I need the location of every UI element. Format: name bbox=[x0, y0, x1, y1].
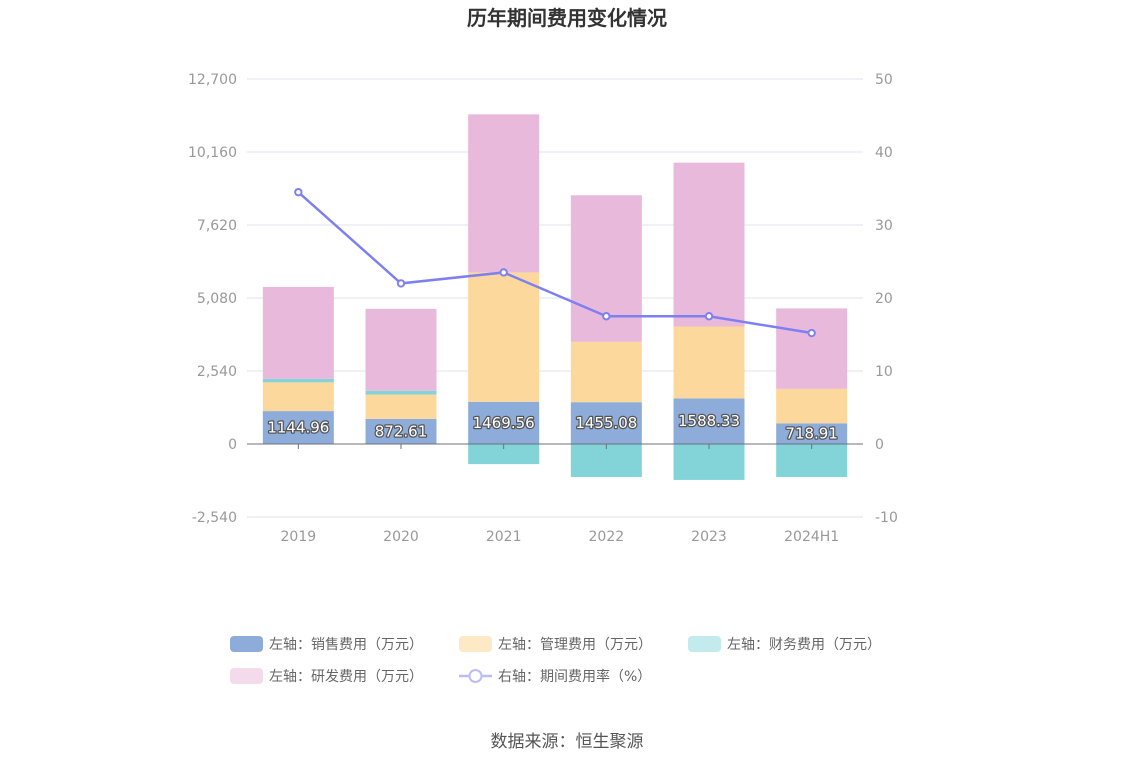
left-tick-label: 7,620 bbox=[197, 218, 237, 234]
left-tick-label: -2,540 bbox=[192, 510, 237, 526]
bar-admin bbox=[570, 341, 642, 403]
bar-finance bbox=[570, 444, 642, 478]
left-tick-label: 5,080 bbox=[197, 291, 237, 307]
bar-admin bbox=[262, 382, 334, 412]
rate-line-path bbox=[297, 191, 812, 335]
sales-data-label: 718.91 bbox=[785, 425, 838, 443]
right-tick-label: 20 bbox=[875, 291, 893, 307]
bar-admin bbox=[673, 326, 745, 399]
sales-data-label: 1588.33 bbox=[678, 412, 740, 430]
bar-finance bbox=[776, 444, 848, 478]
legend-circle-icon bbox=[468, 669, 483, 683]
sales-data-label: 872.61 bbox=[375, 422, 428, 440]
x-axis-ticks: 2019 2020 2021 2022 2023 2024H1 bbox=[281, 529, 840, 545]
right-tick-label: 40 bbox=[875, 145, 893, 161]
legend: 左轴：销售费用（万元） 左轴：管理费用（万元） 左轴：财务费用（万元） 左轴：研发费用… bbox=[230, 636, 881, 685]
data-labels: 1144.96 872.61 1469.56 1455.08 1588.33 718.91 bbox=[266, 411, 839, 444]
left-tick-label: 0 bbox=[228, 437, 237, 453]
bar-rd bbox=[776, 308, 848, 389]
bar-finance bbox=[365, 390, 437, 395]
bar-rd bbox=[468, 114, 540, 273]
bar-admin bbox=[776, 388, 848, 424]
legend-item-rate: 右轴：期间费用率（%） bbox=[459, 668, 651, 685]
rate-point bbox=[499, 268, 508, 277]
legend-swatch-icon bbox=[688, 636, 721, 652]
rate-point bbox=[396, 279, 406, 288]
rate-point bbox=[704, 312, 714, 321]
rate-point bbox=[294, 187, 303, 197]
bar-rd bbox=[673, 162, 745, 327]
legend-swatch-icon bbox=[459, 636, 492, 652]
legend-label: 左轴：销售费用（万元） bbox=[269, 637, 423, 653]
bar-sales bbox=[570, 402, 642, 444]
left-tick-label: 10,160 bbox=[188, 145, 237, 161]
right-tick-label: 10 bbox=[875, 364, 893, 380]
bar-admin bbox=[365, 394, 437, 419]
left-axis-ticks: -2,540 0 2,540 5,080 7,620 10,160 12,700 bbox=[188, 72, 237, 526]
source-text: 数据来源：恒生聚源 bbox=[491, 732, 644, 752]
bar-finance bbox=[468, 444, 540, 465]
bar-rd bbox=[262, 286, 334, 379]
chart-title: 历年期间费用变化情况 bbox=[467, 6, 667, 30]
x-tick-label: 2021 bbox=[486, 529, 522, 545]
legend-label: 左轴：财务费用（万元） bbox=[727, 637, 881, 653]
legend-item-sales: 左轴：销售费用（万元） bbox=[230, 636, 423, 653]
bar-finance bbox=[262, 378, 334, 383]
sales-data-label: 1469.56 bbox=[473, 414, 535, 432]
x-tick-label: 2022 bbox=[589, 529, 625, 545]
rate-point bbox=[807, 328, 816, 338]
bar-sales bbox=[673, 398, 745, 444]
bar-rd bbox=[365, 308, 437, 391]
legend-label: 左轴：管理费用（万元） bbox=[498, 637, 652, 653]
right-axis-ticks: -10 0 10 20 30 40 50 bbox=[875, 72, 898, 526]
x-tick-label: 2024H1 bbox=[784, 529, 839, 545]
x-tick-label: 2023 bbox=[691, 529, 727, 545]
legend-item-admin: 左轴：管理费用（万元） bbox=[459, 636, 652, 653]
left-tick-label: 12,700 bbox=[188, 72, 237, 88]
bar-admin bbox=[468, 272, 540, 402]
bar-sales bbox=[468, 401, 540, 444]
bar-sales bbox=[365, 418, 437, 444]
right-tick-label: -10 bbox=[875, 510, 898, 526]
x-axis bbox=[247, 443, 863, 449]
bar-sales bbox=[776, 423, 848, 444]
bars bbox=[262, 114, 848, 480]
left-tick-label: 2,540 bbox=[197, 364, 237, 380]
legend-item-rd: 左轴：研发费用（万元） bbox=[230, 668, 423, 685]
right-tick-label: 50 bbox=[875, 72, 893, 88]
legend-item-finance: 左轴：财务费用（万元） bbox=[688, 636, 881, 653]
rate-line bbox=[294, 187, 816, 338]
legend-swatch-icon bbox=[230, 668, 263, 684]
legend-swatch-icon bbox=[230, 636, 263, 652]
rate-point bbox=[602, 312, 611, 321]
grid-lines bbox=[247, 78, 863, 518]
x-tick-label: 2019 bbox=[281, 529, 317, 545]
x-tick-label: 2020 bbox=[383, 529, 419, 545]
right-tick-label: 30 bbox=[875, 218, 893, 234]
legend-label: 右轴：期间费用率（%） bbox=[498, 668, 651, 685]
bar-sales bbox=[262, 411, 334, 444]
bar-finance bbox=[673, 444, 745, 480]
sales-data-label: 1455.08 bbox=[575, 414, 637, 432]
sales-data-label: 1144.96 bbox=[267, 419, 329, 437]
legend-label: 左轴：研发费用（万元） bbox=[269, 669, 423, 685]
right-tick-label: 0 bbox=[875, 437, 884, 453]
